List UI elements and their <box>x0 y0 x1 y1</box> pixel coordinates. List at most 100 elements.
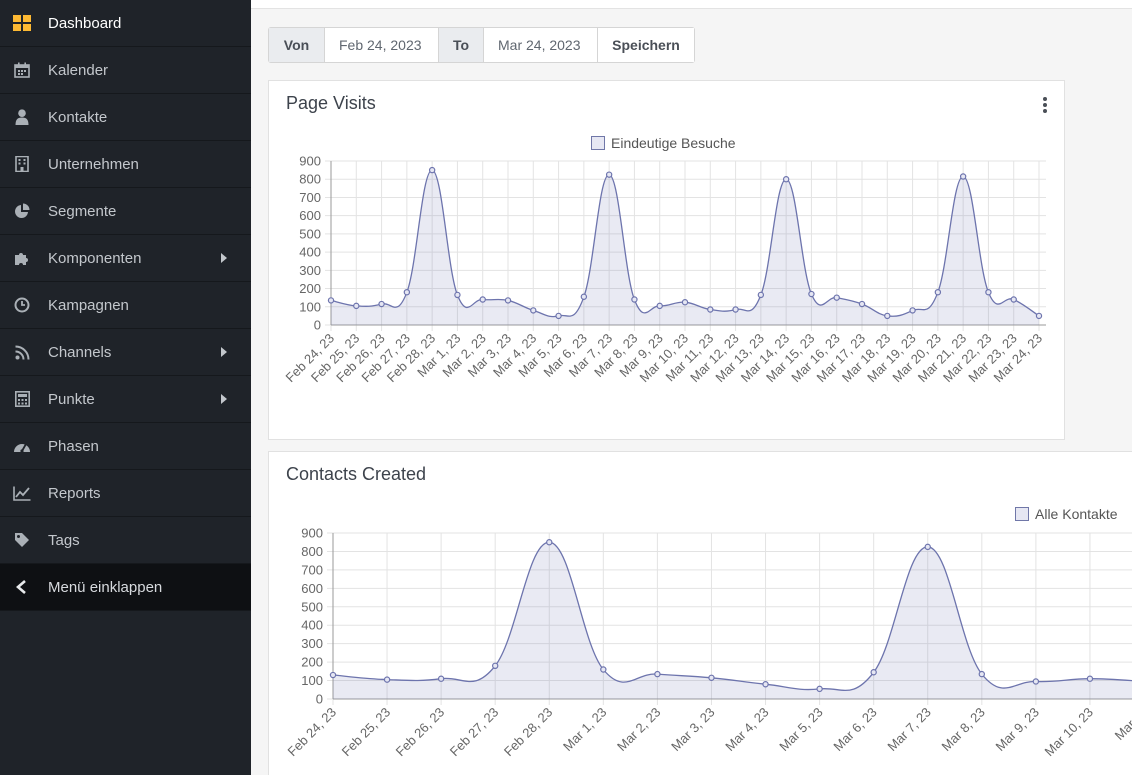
line-chart-icon <box>13 484 31 502</box>
y-tick-label: 800 <box>301 544 323 559</box>
chevron-left-icon <box>13 578 31 596</box>
data-point <box>378 300 385 308</box>
x-tick-label: Mar 7, 23 <box>884 705 933 754</box>
calendar-icon <box>13 61 31 79</box>
x-tick-label: Mar 3, 23 <box>668 705 717 754</box>
sidebar-item-label: Channels <box>48 343 112 361</box>
collapse-menu-button[interactable]: Menü einklappen <box>0 564 251 611</box>
y-tick-label: 300 <box>299 263 321 278</box>
y-tick-label: 800 <box>299 172 321 187</box>
calculator-icon <box>13 390 31 408</box>
data-point <box>1032 678 1040 685</box>
data-point <box>959 173 967 180</box>
top-header <box>251 0 1132 9</box>
data-point <box>707 306 714 313</box>
dashboard-icon <box>13 14 31 32</box>
from-label: Von <box>269 28 324 62</box>
data-point <box>762 681 769 688</box>
sidebar-item-unternehmen[interactable]: Unternehmen <box>0 141 251 188</box>
data-point <box>985 288 992 296</box>
data-point <box>816 685 823 693</box>
x-tick-label: Mar 8, 23 <box>938 705 987 754</box>
puzzle-icon <box>13 249 31 267</box>
contacts-created-panel: Contacts Created Alle Kontakte <box>268 451 1132 775</box>
caret-right-icon[interactable] <box>221 347 227 357</box>
to-date-input[interactable]: Mar 24, 2023 <box>483 28 597 62</box>
x-tick-label: Feb 24, 23 <box>285 705 340 760</box>
series-area <box>333 542 1132 699</box>
y-tick-label: 600 <box>299 208 321 223</box>
data-point <box>808 290 815 298</box>
data-point <box>782 176 790 183</box>
y-tick-label: 200 <box>299 281 321 296</box>
data-point <box>454 291 461 299</box>
series-line <box>332 541 1132 691</box>
sidebar-item-reports[interactable]: Reports <box>0 470 251 517</box>
data-point <box>870 669 877 676</box>
user-icon <box>13 108 31 126</box>
y-tick-label: 700 <box>301 562 323 577</box>
data-point <box>909 307 916 314</box>
collapse-menu-label: Menü einklappen <box>48 578 163 596</box>
from-date-input[interactable]: Feb 24, 2023 <box>324 28 438 62</box>
sidebar-item-tags[interactable]: Tags <box>0 517 251 564</box>
y-tick-label: 500 <box>301 599 323 614</box>
data-point <box>504 297 512 304</box>
x-tick-label: Mar 4, 23 <box>722 705 771 754</box>
data-point <box>732 306 739 313</box>
tag-icon <box>13 531 31 549</box>
data-point <box>1010 296 1017 303</box>
building-icon <box>13 155 31 173</box>
x-tick-label: Mar 1, 23 <box>560 705 609 754</box>
more-options-icon[interactable] <box>1042 97 1048 113</box>
save-button[interactable]: Speichern <box>597 28 694 62</box>
data-point <box>978 670 986 678</box>
y-tick-label: 100 <box>299 299 321 314</box>
caret-right-icon[interactable] <box>221 253 227 263</box>
data-point <box>924 543 931 551</box>
sidebar-item-phasen[interactable]: Phasen <box>0 423 251 470</box>
sidebar-item-label: Komponenten <box>48 249 142 267</box>
pie-chart-icon <box>13 202 31 220</box>
sidebar-item-label: Unternehmen <box>48 155 139 173</box>
date-range-filter: Von Feb 24, 2023 To Mar 24, 2023 Speiche… <box>268 27 695 63</box>
sidebar-item-label: Tags <box>48 531 80 549</box>
y-tick-label: 100 <box>301 673 323 688</box>
y-tick-label: 400 <box>299 245 321 260</box>
data-point <box>1035 312 1043 320</box>
sidebar-item-dashboard[interactable]: Dashboard <box>0 0 251 47</box>
x-tick-label: Mar 5, 23 <box>776 705 825 754</box>
x-tick-label: Mar 9, 23 <box>993 705 1042 754</box>
sidebar-item-label: Kalender <box>48 61 109 79</box>
sidebar-nav: Dashboard Kalender Kontakte Unternehmen Segm… <box>0 0 251 564</box>
chart-legend-item[interactable]: Eindeutige Besuche <box>591 135 736 151</box>
y-tick-label: 0 <box>316 692 323 707</box>
caret-right-icon[interactable] <box>221 394 227 404</box>
sidebar-item-punkte[interactable]: Punkte <box>0 376 251 423</box>
sidebar-item-komponenten[interactable]: Komponenten <box>0 235 251 282</box>
data-point <box>353 302 360 310</box>
x-tick-label: Mar 2, 23 <box>614 705 663 754</box>
data-point <box>757 291 765 299</box>
sidebar-item-kampagnen[interactable]: Kampagnen <box>0 282 251 329</box>
data-point <box>858 300 866 308</box>
sidebar-item-segmente[interactable]: Segmente <box>0 188 251 235</box>
sidebar-item-label: Phasen <box>48 437 99 455</box>
panel-title: Contacts Created <box>286 464 427 484</box>
x-tick-label: Feb 27, 23 <box>447 705 502 760</box>
data-point <box>428 166 436 174</box>
sidebar-item-kontakte[interactable]: Kontakte <box>0 94 251 141</box>
y-tick-label: 0 <box>314 318 321 333</box>
chart-legend-item[interactable]: Alle Kontakte <box>1015 506 1118 522</box>
rss-icon <box>13 343 31 361</box>
sidebar-item-kalender[interactable]: Kalender <box>0 47 251 94</box>
x-tick-label: Feb 25, 23 <box>339 705 394 760</box>
to-label: To <box>438 28 483 62</box>
x-tick-label: Mar 10, 23 <box>1041 705 1096 760</box>
data-point <box>605 171 613 178</box>
legend-label: Alle Kontakte <box>1035 506 1118 522</box>
y-tick-label: 200 <box>301 655 323 670</box>
sidebar-item-channels[interactable]: Channels <box>0 329 251 376</box>
